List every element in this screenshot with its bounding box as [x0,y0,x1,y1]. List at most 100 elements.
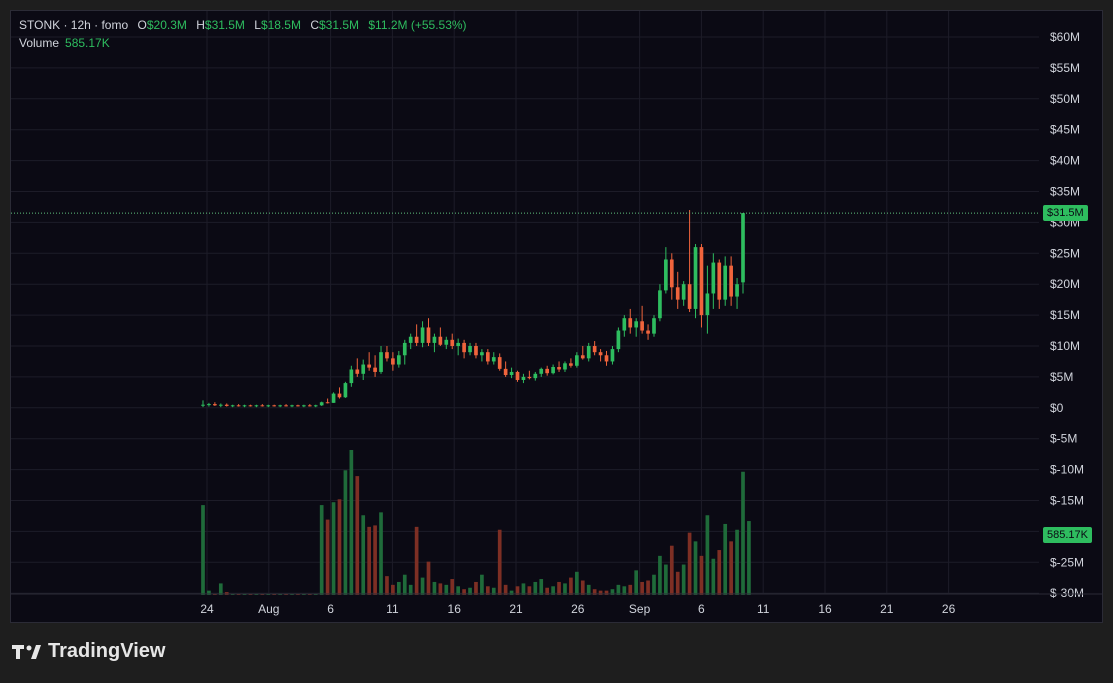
candle-body [622,318,627,331]
candle-body [646,330,650,334]
symbol-label[interactable]: STONK · 12h · fomo [19,18,129,32]
volume-label[interactable]: Volume [19,36,60,50]
candle-body [450,339,455,346]
chart-frame[interactable]: $60M $55M $50M $45M $40M $35M $30M $25M $20M $15M… [10,10,1103,623]
volume-bar [468,587,472,595]
candle-body [218,404,223,406]
candle-body [551,367,555,374]
volume-legend: Volume 585.17K [19,35,110,52]
volume-bar [438,583,443,595]
candle-body [480,352,484,356]
candle-body [266,405,271,407]
volume-bar [747,521,751,595]
candle-body [634,321,639,328]
volume-bar [729,541,733,595]
time-axis[interactable]: 24 Aug 6 11 16 21 26 Sep 6 11 16 21 26 [11,593,1103,616]
volume-bar [551,586,555,595]
tradingview-logo[interactable]: TradingView [12,640,165,663]
volume-bar [450,579,455,595]
volume-bar [580,580,585,595]
volume-bar [349,450,354,595]
candle-body [414,336,419,343]
volume-bar [414,526,419,595]
candle-body [681,284,686,300]
close-label: C [310,18,319,32]
candle-body [444,339,449,345]
candle-body [575,355,579,366]
volume-bar [485,586,490,595]
volume-bar [456,586,461,595]
volume-bar [355,476,360,595]
y-tick-label: $5M [1050,370,1073,384]
volume-bar [711,558,716,595]
candle-body [675,287,680,300]
volume-bar [396,581,401,595]
candle-body [693,247,698,309]
volume-bar [741,471,745,595]
y-tick-label: $-25M [1050,555,1084,569]
candle-body [201,404,205,406]
volume-bar [628,584,633,595]
volume-bar [402,574,407,595]
volume-bar [426,561,431,595]
candle-body [248,405,253,407]
candle-body [426,327,431,343]
candle-body [367,364,371,368]
price-axis[interactable]: $60M$55M$50M$45M$40M$35M$30M$25M$20M$15M… [1050,30,1084,600]
candle-body [658,290,662,319]
candle-body [598,352,603,356]
y-tick-label: $60M [1050,30,1080,44]
volume-bar [331,502,336,595]
candle-body [307,405,312,407]
volume-bar [420,577,425,595]
candle-body [319,402,324,406]
candle-body [355,369,360,374]
candle-body [296,405,300,407]
candle-body [313,405,318,407]
x-tick-label: 26 [571,602,585,616]
candle-body [521,376,526,380]
x-tick-label: 6 [698,602,705,616]
low-label: L [254,18,261,32]
volume-bar [497,529,502,595]
candle-body [224,404,229,406]
volume-bar [521,583,526,595]
candle-body [254,405,259,407]
volume-bar [563,583,567,595]
volume-bar [379,512,383,595]
candle-body [509,371,514,376]
y-tick-label: $35M [1050,185,1080,199]
candle-body [491,357,496,362]
y-tick-label: $15M [1050,308,1080,322]
volume-bar [503,584,508,595]
candle-body [385,352,389,359]
volume-bar [343,470,348,595]
candlestick-chart[interactable]: $60M$55M$50M$45M$40M$35M$30M$25M$20M$15M… [11,11,1103,623]
last-price-tag: $31.5M [1043,205,1088,221]
ohlc-legend: STONK · 12h · fomo O$20.3M H$31.5M L$18.… [19,17,467,34]
candle-body [723,265,728,300]
volume-bar [569,577,573,595]
volume-bar [218,583,223,595]
candle-body [343,383,348,398]
volume-bar [367,526,371,595]
candle-body [699,247,704,316]
change-value: $11.2M (+55.53%) [368,18,467,32]
brand-name: TradingView [48,640,166,662]
grid [11,11,1039,594]
candle-body [592,346,597,353]
volume-bar [693,541,698,595]
candle-body [664,259,668,291]
candle-body [652,318,656,334]
volume-bar [622,586,627,595]
candle-body [539,368,544,374]
volume-bar [598,590,603,595]
volume-bar [539,579,544,595]
volume-bar [681,564,686,595]
volume-bar [658,555,662,595]
volume-bar [373,525,377,595]
candle-body [468,346,472,353]
x-tick-label: 21 [509,602,523,616]
volume-bar [705,515,710,595]
volume-bar [391,584,395,595]
